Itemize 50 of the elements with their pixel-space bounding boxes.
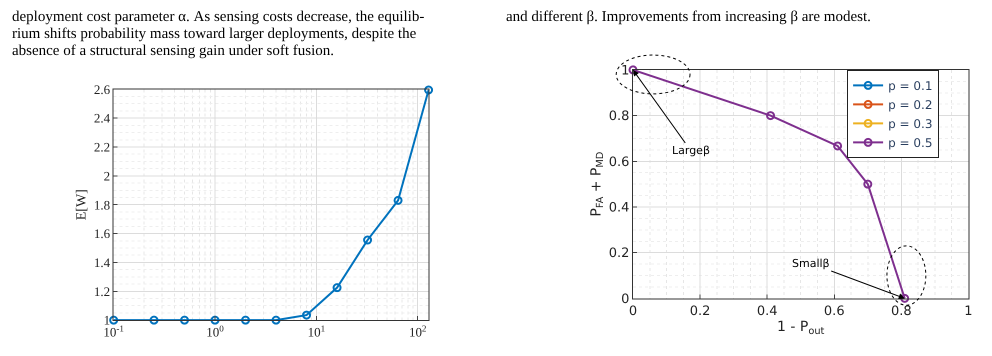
x-tick-label: 10$^{1}$ xyxy=(308,323,326,340)
legend-label: p = 0.2 xyxy=(888,98,932,112)
x-tick-label: 0.4 xyxy=(756,304,778,319)
x-tick-label: 0.2 xyxy=(690,304,710,319)
point xyxy=(302,310,312,320)
point xyxy=(332,283,342,292)
y-tick-label: 1.2 xyxy=(94,284,110,299)
y-tick-label: 0.2 xyxy=(608,246,630,262)
y-tick-label: 0.4 xyxy=(608,200,630,216)
y-tick-label: 0.8 xyxy=(608,109,630,124)
x-tick-label: 0.8 xyxy=(891,304,912,319)
x-tick-label: 10$^{-1}$ xyxy=(103,323,124,340)
legend-label: p = 0.1 xyxy=(888,79,932,94)
y-tick-label: 2.2 xyxy=(94,140,110,155)
text: rium shifts probability mass toward larger deployments, despite the xyxy=(12,26,417,42)
x-tick-label: 0.6 xyxy=(824,304,845,319)
point xyxy=(363,236,372,245)
point xyxy=(766,111,776,120)
point xyxy=(628,65,638,74)
text: absence of a structural sensing gain under soft fusion. xyxy=(12,43,334,59)
x-tick-label: 10$^{2}$ xyxy=(408,323,427,340)
y-tick-label: 1.4 xyxy=(94,254,111,270)
y-tick-label: 1.8 xyxy=(94,197,110,212)
legend-label: p = 0.3 xyxy=(888,117,932,132)
point xyxy=(241,316,250,325)
chart-subtitle: and different β. Improvements from increasing β are modest. xyxy=(506,9,871,25)
point xyxy=(900,294,910,303)
annotation: Smallβ xyxy=(792,257,830,270)
x-tick-label: 10$^{0}$ xyxy=(206,323,224,340)
y-axis-title: E[W] xyxy=(74,189,90,220)
point xyxy=(210,316,220,325)
point xyxy=(150,316,158,325)
y-tick-label: 1.6 xyxy=(94,226,111,242)
point xyxy=(424,86,434,94)
point xyxy=(394,196,403,205)
legend-label: p = 0.5 xyxy=(888,136,932,150)
y-tick-label: 2.4 xyxy=(94,110,111,126)
x-axis-title: 1 - P$_{out}$ xyxy=(777,318,825,337)
annotation: Largeβ xyxy=(672,144,710,157)
point xyxy=(833,141,842,150)
y-tick-label: 1 xyxy=(621,63,630,78)
y-tick-label: 0.6 xyxy=(608,154,630,170)
text: deployment cost parameter α. As sensing costs decrease, the equilib- xyxy=(12,9,424,25)
point xyxy=(863,180,872,189)
y-tick-label: 2 xyxy=(104,168,110,184)
point xyxy=(272,316,281,325)
y-tick-label: 0 xyxy=(621,292,630,307)
x-tick-label: 1 xyxy=(964,304,973,319)
point xyxy=(180,316,190,325)
y-tick-label: 2.6 xyxy=(94,82,111,97)
